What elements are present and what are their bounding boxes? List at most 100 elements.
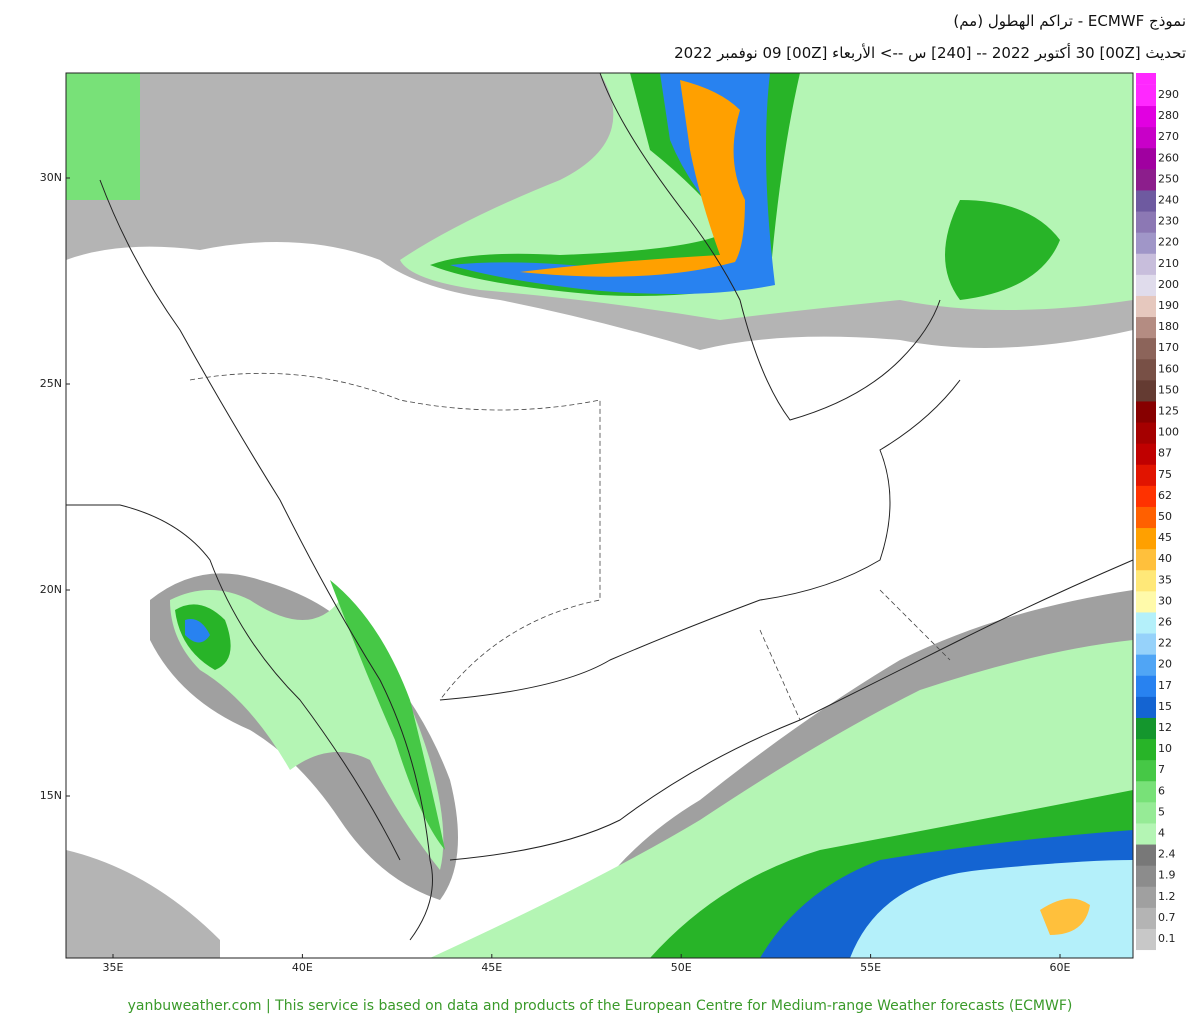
legend-swatch: [1136, 84, 1156, 107]
legend-label: 5: [1158, 805, 1165, 818]
lon-label: 35E: [103, 961, 124, 974]
legend-swatch: [1136, 189, 1156, 212]
legend-label: 190: [1158, 299, 1179, 312]
legend-label: 270: [1158, 130, 1179, 143]
map-frame: [65, 72, 1134, 959]
legend-label: 6: [1158, 784, 1165, 797]
lon-label: 60E: [1050, 961, 1071, 974]
legend-label: 22: [1158, 637, 1172, 650]
legend-swatch: [1136, 211, 1156, 233]
legend-swatch: [1136, 738, 1156, 761]
legend-swatch: [1136, 865, 1156, 887]
legend-swatch: [1136, 654, 1156, 676]
legend-swatch: [1136, 590, 1156, 613]
legend-swatch: [1136, 675, 1156, 697]
legend-label: 87: [1158, 447, 1172, 460]
legend-swatch: [1136, 464, 1156, 486]
legend-label: 20: [1158, 658, 1172, 671]
legend-label: 260: [1158, 151, 1179, 164]
legend-swatch: [1136, 168, 1156, 191]
precipitation-field: [66, 73, 1133, 958]
legend-label: 50: [1158, 510, 1172, 523]
legend-label: 17: [1158, 679, 1172, 692]
legend-label: 2.4: [1158, 848, 1176, 861]
legend-label: 4: [1158, 827, 1165, 840]
legend-label: 250: [1158, 172, 1179, 185]
legend-swatch: [1136, 633, 1156, 655]
legend-label: 200: [1158, 278, 1179, 291]
legend-swatch: [1136, 611, 1156, 634]
lon-label: 45E: [481, 961, 502, 974]
legend-label: 26: [1158, 616, 1172, 629]
legend-cap: [1136, 73, 1156, 85]
legend-label: 170: [1158, 341, 1179, 354]
legend-label: 40: [1158, 552, 1172, 565]
legend-label: 100: [1158, 426, 1179, 439]
subtitle: تحديث [00Z] 30 أكتوبر 2022 -- [240] س --…: [674, 44, 1186, 62]
legend-label: 160: [1158, 362, 1179, 375]
legend-label: 280: [1158, 109, 1179, 122]
legend-swatch: [1136, 801, 1156, 824]
legend-swatch: [1136, 548, 1156, 571]
legend-swatch: [1136, 569, 1156, 592]
legend-label: 30: [1158, 594, 1172, 607]
legend-swatch: [1136, 907, 1156, 929]
legend-swatch: [1136, 844, 1156, 866]
legend-swatch: [1136, 358, 1156, 381]
legend-swatch: [1136, 506, 1156, 529]
legend-swatch: [1136, 316, 1156, 339]
legend-label: 240: [1158, 194, 1179, 207]
legend-label: 10: [1158, 742, 1172, 755]
legend-swatch: [1136, 759, 1156, 782]
legend-label: 35: [1158, 573, 1172, 586]
legend-swatch: [1136, 485, 1156, 507]
lat-label: 30N: [40, 171, 62, 184]
title: نموذج ECMWF - تراكم الهطول (مم): [953, 12, 1186, 30]
legend-swatch: [1136, 527, 1156, 550]
legend-label: 12: [1158, 721, 1172, 734]
legend-label: 125: [1158, 405, 1179, 418]
legend-swatch: [1136, 717, 1156, 740]
lon-label: 55E: [860, 961, 881, 974]
coastlines: [66, 72, 1134, 941]
legend-label: 180: [1158, 320, 1179, 333]
footer: yanbuweather.com | This service is based…: [127, 998, 1073, 1014]
legend-swatch: [1136, 295, 1156, 318]
legend-label: 220: [1158, 236, 1179, 249]
legend-swatch: [1136, 105, 1156, 128]
legend-label: 290: [1158, 88, 1179, 101]
legend-swatch: [1136, 147, 1156, 170]
legend-swatch: [1136, 400, 1156, 423]
legend-label: 7: [1158, 763, 1165, 776]
legend-swatch: [1136, 126, 1156, 149]
legend-swatch: [1136, 928, 1156, 951]
lat-label: 20N: [40, 583, 62, 596]
legend-label: 210: [1158, 257, 1179, 270]
legend-swatch: [1136, 232, 1156, 254]
lat-label: 15N: [40, 789, 62, 802]
lon-label: 50E: [671, 961, 692, 974]
legend-swatch: [1136, 379, 1156, 402]
legend-label: 0.1: [1158, 932, 1176, 945]
lon-label: 40E: [292, 961, 313, 974]
legend-label: 230: [1158, 215, 1179, 228]
legend-swatch: [1136, 274, 1156, 296]
legend-swatch: [1136, 253, 1156, 275]
legend-swatch: [1136, 443, 1156, 465]
legend-swatch: [1136, 696, 1156, 718]
legend-label: 1.2: [1158, 890, 1176, 903]
legend-swatch: [1136, 422, 1156, 444]
legend-swatch: [1136, 337, 1156, 360]
legend-label: 0.7: [1158, 911, 1176, 924]
legend-label: 15: [1158, 700, 1172, 713]
legend-swatch: [1136, 780, 1156, 803]
legend-swatch: [1136, 886, 1156, 908]
legend-label: 45: [1158, 531, 1172, 544]
legend-label: 150: [1158, 383, 1179, 396]
legend-swatch: [1136, 822, 1156, 845]
legend-label: 62: [1158, 489, 1172, 502]
legend-label: 75: [1158, 468, 1172, 481]
lat-label: 25N: [40, 377, 62, 390]
